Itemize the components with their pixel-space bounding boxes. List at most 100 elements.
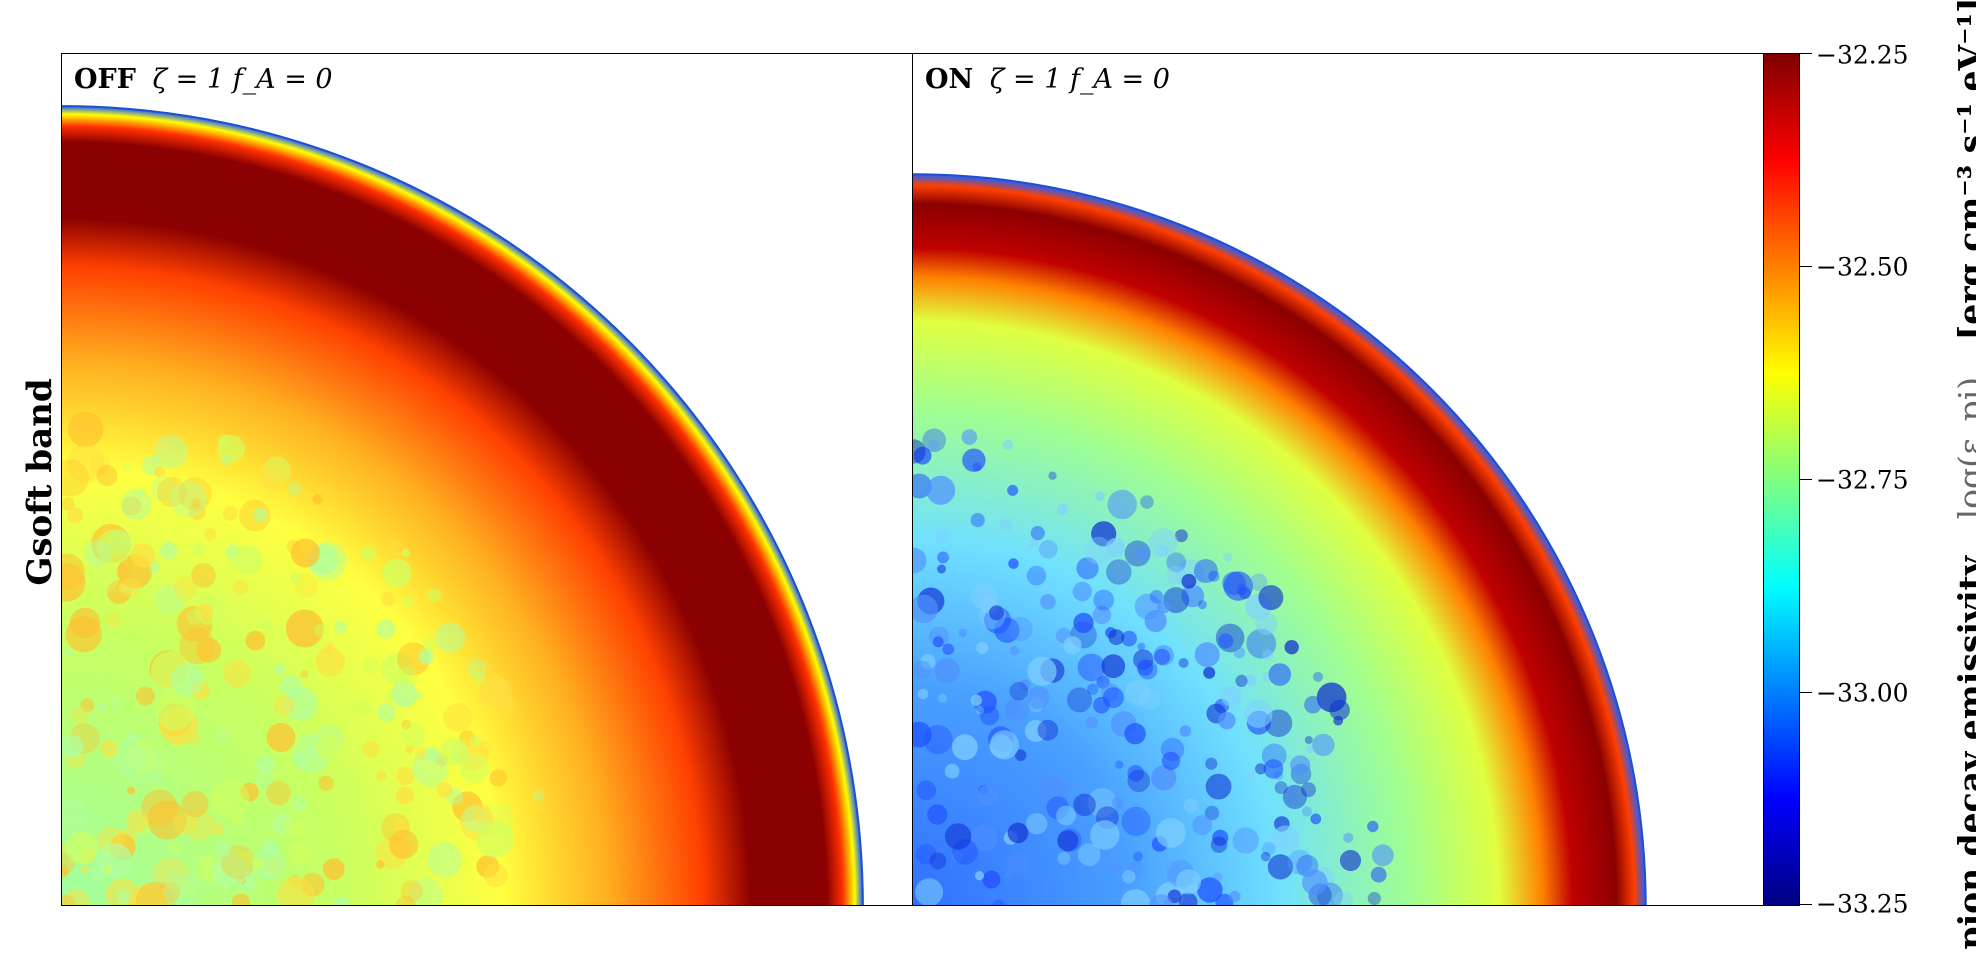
turbulence-blob	[67, 411, 104, 448]
colorbar-tick-label: −32.50	[1816, 252, 1909, 282]
panel-params-on: ζ = 1 f_A = 0	[989, 64, 1170, 95]
turbulence-blob	[396, 666, 418, 689]
turbulence-blob	[262, 838, 280, 856]
turbulence-blob	[961, 429, 978, 445]
turbulence-blob	[440, 737, 469, 766]
turbulence-blob	[1067, 687, 1092, 713]
turbulence-blob	[1002, 439, 1014, 451]
turbulence-blob	[1115, 760, 1124, 769]
turbulence-blob	[408, 877, 443, 905]
turbulence-blob	[401, 719, 412, 730]
turbulence-blob	[1106, 559, 1132, 585]
turbulence-blob	[479, 674, 507, 702]
turbulence-blob	[1208, 570, 1220, 582]
panel-params-off: ζ = 1 f_A = 0	[152, 64, 333, 95]
turbulence-blob	[104, 612, 121, 628]
turbulence-blob	[283, 686, 318, 721]
turbulence-blob	[1121, 806, 1151, 837]
remnant-shell	[913, 174, 1646, 905]
turbulence-blob	[121, 496, 142, 516]
turbulence-blob	[192, 543, 205, 556]
turbulence-blob	[360, 545, 377, 562]
turbulence-blob	[1218, 633, 1234, 649]
turbulence-blob	[1019, 679, 1031, 691]
turbulence-blob	[1087, 683, 1099, 695]
turbulence-blob	[975, 706, 985, 715]
turbulence-blob	[1107, 489, 1137, 520]
turbulence-blob	[989, 605, 1005, 621]
turbulence-blob	[62, 889, 91, 905]
turbulence-blob	[121, 648, 130, 657]
turbulence-blob	[69, 607, 101, 639]
panel-mode-off: OFF	[74, 64, 136, 95]
turbulence-blob	[1178, 658, 1189, 668]
turbulence-blob	[1155, 818, 1186, 848]
turbulence-blob	[296, 490, 308, 502]
turbulence-blob	[217, 434, 246, 463]
turbulence-blob	[1041, 585, 1051, 595]
turbulence-blob	[122, 462, 133, 473]
turbulence-blob	[1262, 649, 1274, 662]
turbulence-blob	[1151, 765, 1177, 791]
turbulence-blob	[62, 734, 84, 759]
turbulence-blob	[937, 564, 946, 574]
turbulence-blob	[170, 842, 180, 853]
turbulence-blob	[62, 459, 89, 497]
turbulence-blob	[1076, 557, 1099, 580]
turbulence-blob	[989, 730, 1019, 760]
turbulence-blob	[1192, 815, 1213, 836]
turbulence-blob	[62, 563, 86, 602]
turbulence-blob	[125, 741, 157, 773]
turbulence-blob	[913, 721, 932, 748]
turbulence-blob	[469, 734, 482, 747]
turbulence-blob	[154, 584, 185, 616]
turbulence-blob	[160, 541, 178, 560]
turbulence-blob	[1283, 785, 1300, 802]
turbulence-blob	[970, 513, 985, 528]
turbulence-blob	[156, 477, 187, 508]
turbulence-blob	[920, 654, 936, 670]
turbulence-blob	[952, 734, 978, 761]
turbulence-blob	[1057, 830, 1079, 852]
turbulence-blob	[63, 646, 74, 657]
turbulence-blob	[124, 746, 164, 785]
turbulence-blob	[1148, 528, 1178, 558]
turbulence-blob	[1193, 559, 1218, 583]
turbulence-blob	[979, 705, 1000, 726]
turbulence-blob	[83, 558, 120, 595]
turbulence-blob	[122, 585, 131, 595]
turbulence-blob	[427, 842, 463, 877]
turbulence-blob	[1210, 836, 1228, 853]
turbulence-blob	[944, 823, 972, 850]
colorbar-tick	[1800, 479, 1812, 480]
turbulence-blob	[130, 543, 156, 568]
turbulence-blob	[1301, 782, 1316, 798]
turbulence-blob	[381, 591, 396, 607]
turbulence-blob	[1329, 699, 1350, 721]
turbulence-blob	[173, 810, 198, 836]
turbulence-blob	[1108, 629, 1125, 646]
turbulence-blob	[1258, 585, 1284, 611]
turbulence-blob	[1229, 890, 1241, 903]
colorbar-tick	[1800, 904, 1812, 905]
turbulence-blob	[1175, 529, 1188, 543]
turbulence-blob	[1310, 813, 1322, 825]
turbulence-blob	[191, 498, 201, 508]
turbulence-blob	[1073, 612, 1094, 634]
turbulence-blob	[1093, 696, 1110, 714]
turbulence-blob	[1235, 674, 1248, 688]
turbulence-blob	[196, 637, 222, 663]
turbulence-blob	[1244, 699, 1273, 729]
turbulence-blob	[120, 488, 152, 520]
turbulence-blob	[1009, 681, 1029, 701]
turbulence-blob	[974, 871, 985, 881]
colorbar	[1763, 53, 1800, 906]
turbulence-blob	[204, 528, 217, 541]
turbulence-blob	[937, 551, 949, 564]
turbulence-blob	[135, 686, 155, 706]
turbulence-blob	[1121, 630, 1137, 647]
turbulence-blob	[152, 771, 163, 782]
turbulence-blob	[290, 538, 320, 568]
turbulence-blob	[418, 648, 435, 665]
turbulence-blob	[322, 858, 345, 880]
